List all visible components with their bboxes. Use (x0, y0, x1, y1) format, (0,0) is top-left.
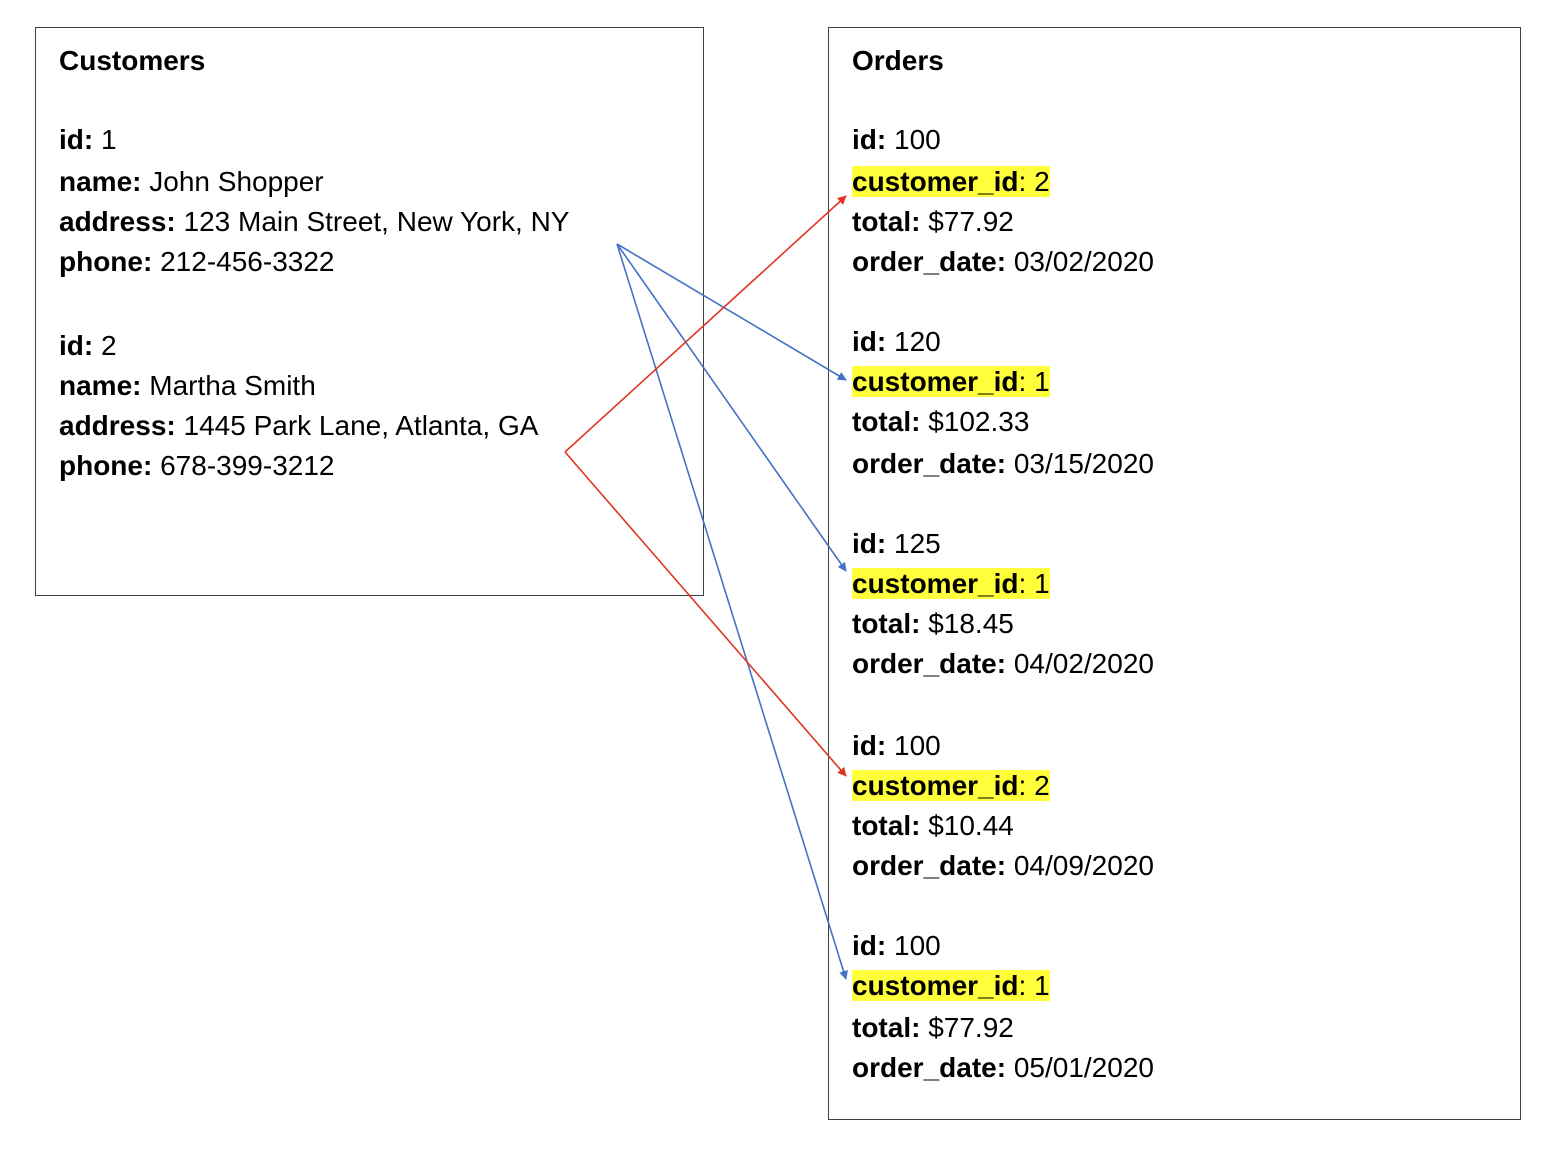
customer-2-id: id: 2 (59, 330, 117, 361)
order-5-order-date: order_date: 05/01/2020 (852, 1052, 1154, 1083)
order-2-total: total: $102.33 (852, 406, 1030, 437)
customer-2-address: address: 1445 Park Lane, Atlanta, GA (59, 410, 539, 441)
order-5-total: total: $77.92 (852, 1012, 1014, 1043)
order-4-order-date: order_date: 04/09/2020 (852, 850, 1154, 881)
orders-table-box: Orders id: 100 customer_id: 2 total: $77… (828, 27, 1521, 1120)
order-1-id: id: 100 (852, 124, 941, 155)
customer-1-id: id: 1 (59, 124, 117, 155)
order-3-customer-id: customer_id: 1 (852, 568, 1050, 599)
customer-2-name: name: Martha Smith (59, 370, 316, 401)
order-4-customer-id: customer_id: 2 (852, 770, 1050, 801)
order-5-id: id: 100 (852, 930, 941, 961)
order-1-total: total: $77.92 (852, 206, 1014, 237)
order-3-id: id: 125 (852, 528, 941, 559)
order-3-order-date: order_date: 04/02/2020 (852, 648, 1154, 679)
order-5-customer-id: customer_id: 1 (852, 970, 1050, 1001)
customer-1-phone: phone: 212-456-3322 (59, 246, 335, 277)
customer-1-address: address: 123 Main Street, New York, NY (59, 206, 570, 237)
order-2-id: id: 120 (852, 326, 941, 357)
order-4-id: id: 100 (852, 730, 941, 761)
order-2-customer-id: customer_id: 1 (852, 366, 1050, 397)
customer-2-phone: phone: 678-399-3212 (59, 450, 335, 481)
customers-title: Customers (59, 45, 206, 76)
order-2-order-date: order_date: 03/15/2020 (852, 448, 1154, 479)
order-1-customer-id: customer_id: 2 (852, 166, 1050, 197)
customer-1-name: name: John Shopper (59, 166, 324, 197)
customers-table-box: Customers id: 1 name: John Shopper addre… (35, 27, 704, 596)
order-4-total: total: $10.44 (852, 810, 1014, 841)
order-1-order-date: order_date: 03/02/2020 (852, 246, 1154, 277)
order-3-total: total: $18.45 (852, 608, 1014, 639)
orders-title: Orders (852, 45, 944, 76)
